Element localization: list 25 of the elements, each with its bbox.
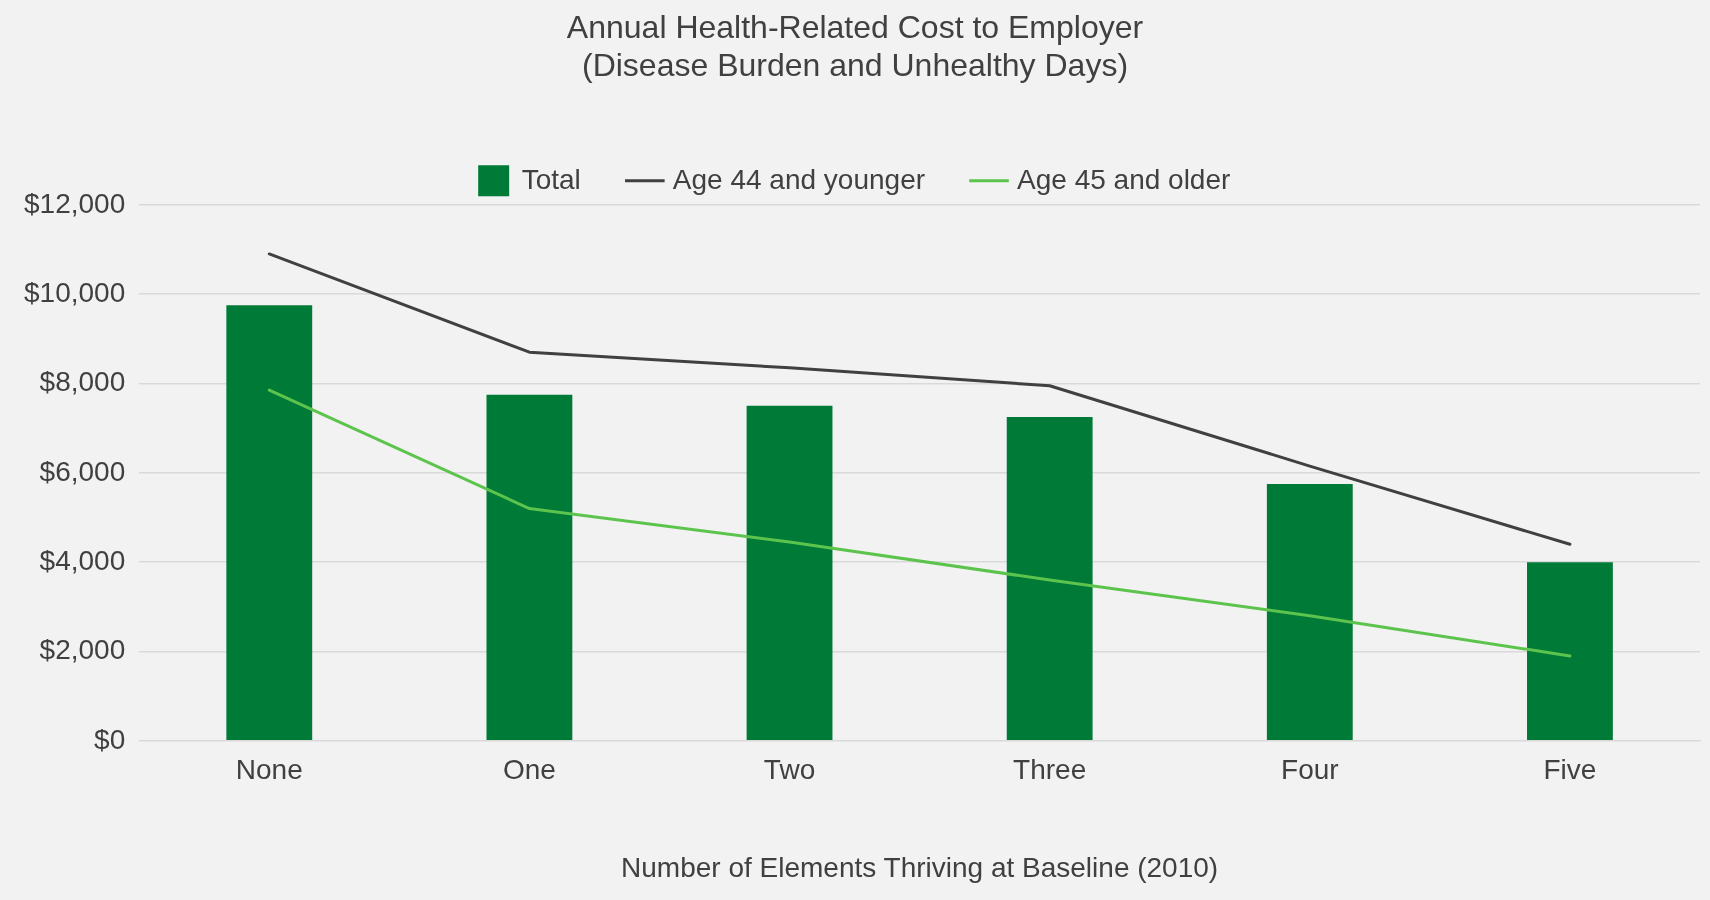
y-tick-label: $4,000 xyxy=(39,544,126,576)
bar xyxy=(746,405,833,741)
y-tick-label: $8,000 xyxy=(39,366,126,398)
y-tick-label: $12,000 xyxy=(23,187,126,219)
x-tick-label: None xyxy=(235,754,303,786)
legend-label: Age 45 and older xyxy=(1017,163,1231,195)
x-tick-label: One xyxy=(502,754,556,786)
x-tick-label: Two xyxy=(763,754,816,786)
x-tick-label: Four xyxy=(1281,754,1339,786)
bar xyxy=(486,394,573,741)
y-tick-label: $2,000 xyxy=(39,634,126,666)
bar xyxy=(1266,483,1353,741)
text: (Disease Burden and Unhealthy Days) xyxy=(581,47,1129,84)
y-tick-label: $0 xyxy=(94,723,126,755)
x-axis-title: Number of Elements Thriving at Baseline (2010) xyxy=(621,851,1219,883)
x-tick-label: Three xyxy=(1013,754,1087,786)
text: Annual Health-Related Cost to Employer xyxy=(566,9,1144,46)
legend-label: Age 44 and younger xyxy=(672,163,926,195)
x-tick-label: Five xyxy=(1543,754,1597,786)
bar xyxy=(1006,416,1093,741)
bar xyxy=(1527,562,1613,741)
y-tick-label: $10,000 xyxy=(23,276,126,308)
y-tick-label: $6,000 xyxy=(39,455,126,487)
bar xyxy=(226,305,313,741)
legend-label: Total xyxy=(521,163,581,195)
